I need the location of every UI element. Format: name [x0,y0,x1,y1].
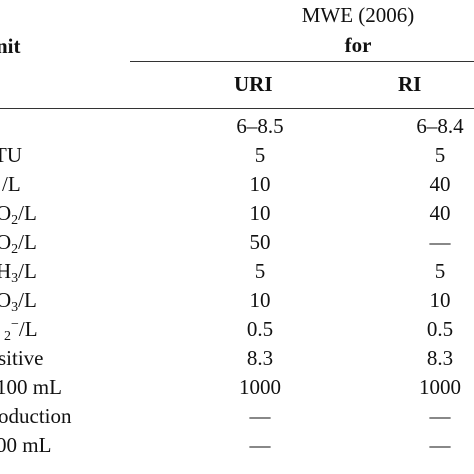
unit-cell: oduction [0,404,72,428]
ri-cell: 1000 [419,375,461,399]
uri-cell: 50 [249,230,271,254]
uri-cell: 5 [254,143,266,167]
unit-cell: O2/L [0,230,37,257]
uri-cell: 0.5 [246,317,274,341]
ri-cell: 8.3 [426,346,454,370]
table-row: 6–8.5 6–8.4 [0,112,474,141]
uri-column-header: URI [234,72,273,96]
table-row: H3/L 5 5 [0,257,474,286]
table-row: 2−/L 0.5 0.5 [0,315,474,344]
table-row: O3/L 10 10 [0,286,474,315]
ri-cell: 5 [434,259,446,283]
table-row: /L 10 40 [0,170,474,199]
ri-cell: — [429,433,451,457]
unit-cell: H3/L [0,259,37,286]
uri-cell: 10 [249,201,271,225]
ri-cell: 6–8.4 [416,114,464,138]
uri-cell: 10 [249,172,271,196]
unit-cell: TU [0,143,22,167]
uri-cell: — [249,433,271,457]
uri-cell: 5 [254,259,266,283]
table-row: oduction — — [0,402,474,431]
uri-cell: 10 [249,288,271,312]
ri-cell: 40 [429,201,451,225]
table-row: 100 mL 1000 1000 [0,373,474,402]
ri-cell: — [429,230,451,254]
uri-cell: 8.3 [246,346,274,370]
uri-cell: 6–8.5 [236,114,284,138]
ri-column-header: RI [398,72,422,96]
unit-cell: sitive [0,346,44,370]
uri-cell: 1000 [239,375,281,399]
table-row: O2/L 50 — [0,228,474,257]
unit-cell: 100 mL [0,375,62,399]
ri-cell: — [429,404,451,428]
group-header-title: MWE (2006) [301,3,415,27]
unit-cell: /L [2,172,21,196]
unit-cell: O2/L [0,201,37,228]
group-header-subtitle: for [344,33,372,57]
table-row: sitive 8.3 8.3 [0,344,474,373]
uri-cell: — [249,404,271,428]
ri-cell: 40 [429,172,451,196]
header-bottom-rule [0,108,474,109]
ri-cell: 5 [434,143,446,167]
table-row: TU 5 5 [0,141,474,170]
unit-cell: 2−/L [4,317,38,344]
table-row: 00 mL — — [0,431,474,460]
ri-cell: 10 [429,288,451,312]
unit-column-header: nit [0,34,21,58]
ri-cell: 0.5 [426,317,454,341]
unit-cell: 00 mL [0,433,52,457]
group-header-rule [130,61,474,62]
unit-cell: O3/L [0,288,37,315]
table-row: O2/L 10 40 [0,199,474,228]
